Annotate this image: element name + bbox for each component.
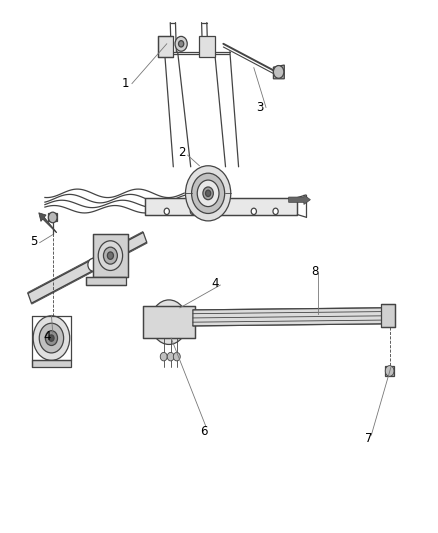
Circle shape xyxy=(197,180,219,207)
Text: 4: 4 xyxy=(43,330,51,343)
Circle shape xyxy=(175,36,187,51)
Polygon shape xyxy=(143,306,195,338)
Circle shape xyxy=(251,208,256,215)
Circle shape xyxy=(107,252,113,260)
Circle shape xyxy=(160,352,167,361)
Polygon shape xyxy=(28,232,147,303)
Polygon shape xyxy=(199,36,215,57)
Circle shape xyxy=(190,208,195,215)
Circle shape xyxy=(167,352,174,361)
Circle shape xyxy=(157,308,181,337)
Text: 3: 3 xyxy=(257,101,264,114)
Circle shape xyxy=(88,259,99,271)
Text: 6: 6 xyxy=(200,425,208,439)
Text: 8: 8 xyxy=(311,265,318,278)
Polygon shape xyxy=(193,308,385,326)
Circle shape xyxy=(98,241,123,270)
Circle shape xyxy=(273,208,278,215)
Circle shape xyxy=(205,190,211,197)
Text: 2: 2 xyxy=(178,146,186,159)
Circle shape xyxy=(166,319,172,325)
Circle shape xyxy=(185,166,231,221)
Circle shape xyxy=(48,212,57,223)
Circle shape xyxy=(164,208,170,215)
Polygon shape xyxy=(48,213,57,221)
Polygon shape xyxy=(273,65,284,79)
Circle shape xyxy=(179,41,184,47)
Circle shape xyxy=(39,323,64,353)
Circle shape xyxy=(173,352,180,361)
Circle shape xyxy=(273,66,284,78)
Circle shape xyxy=(163,315,175,329)
Circle shape xyxy=(33,316,70,360)
Text: 4: 4 xyxy=(211,277,219,290)
Polygon shape xyxy=(385,366,394,376)
Text: 5: 5 xyxy=(30,235,38,247)
Circle shape xyxy=(385,366,394,376)
Polygon shape xyxy=(158,36,173,57)
Polygon shape xyxy=(39,213,57,232)
Circle shape xyxy=(46,330,57,345)
Polygon shape xyxy=(86,277,126,285)
Circle shape xyxy=(103,247,117,264)
Circle shape xyxy=(49,335,54,341)
Polygon shape xyxy=(32,360,71,367)
Circle shape xyxy=(203,187,213,200)
Circle shape xyxy=(151,300,187,344)
Text: 7: 7 xyxy=(365,432,373,446)
Polygon shape xyxy=(289,195,311,205)
Text: 1: 1 xyxy=(122,77,129,90)
Polygon shape xyxy=(145,198,297,215)
Polygon shape xyxy=(93,235,128,277)
Polygon shape xyxy=(381,304,395,327)
Circle shape xyxy=(191,173,225,214)
